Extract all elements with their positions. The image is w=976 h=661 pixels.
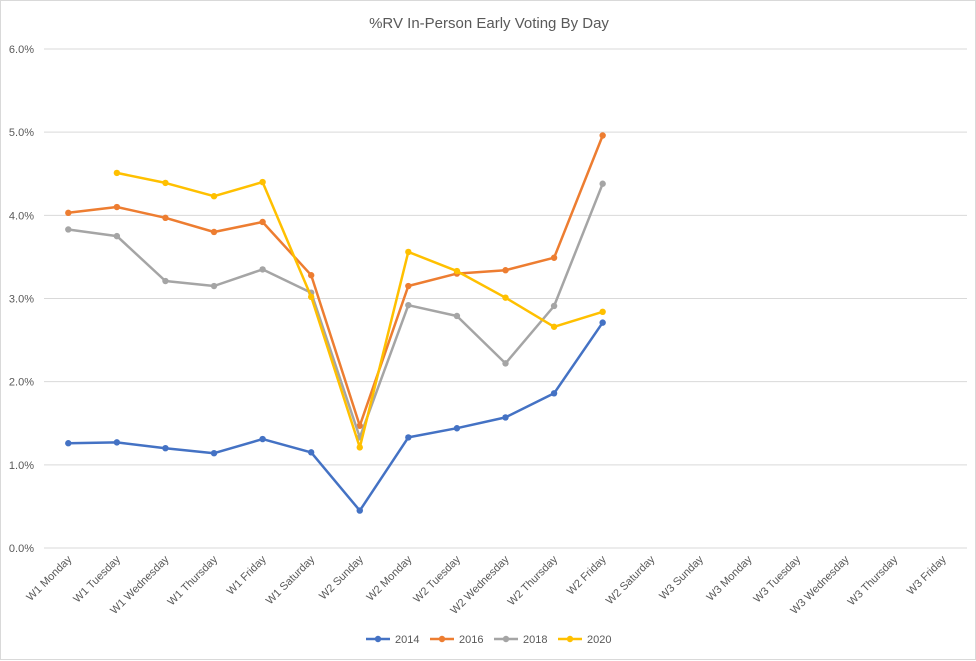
x-tick-label: W1 Thursday xyxy=(166,553,221,608)
series-2018 xyxy=(65,180,606,441)
y-tick-label: 0.0% xyxy=(9,543,34,555)
data-point xyxy=(356,444,363,451)
legend-marker xyxy=(374,635,382,643)
data-point xyxy=(65,226,72,233)
legend-label: 2016 xyxy=(459,634,483,646)
legend-item-2018: 2018 xyxy=(494,634,547,646)
series-line xyxy=(67,134,604,427)
data-point xyxy=(599,308,606,316)
data-point xyxy=(550,323,558,330)
x-tick-label: W2 Sunday xyxy=(317,553,366,602)
x-tick-label: W1 Saturday xyxy=(264,553,318,607)
data-point xyxy=(307,449,315,456)
y-tick-label: 2.0% xyxy=(9,377,34,389)
data-point xyxy=(259,218,266,226)
y-tick-label: 5.0% xyxy=(9,127,34,139)
x-tick-label: W3 Tuesday xyxy=(751,553,803,605)
data-point xyxy=(210,449,218,457)
data-point xyxy=(113,169,121,177)
x-tick-label: W2 Saturday xyxy=(604,553,658,607)
x-tick-label: W2 Monday xyxy=(364,553,414,603)
data-point xyxy=(113,232,121,240)
x-tick-label: W1 Tuesday xyxy=(71,553,123,605)
series-2020 xyxy=(113,169,606,451)
data-point xyxy=(162,445,169,452)
data-point xyxy=(599,319,606,326)
chart-title: %RV In-Person Early Voting By Day xyxy=(369,15,609,32)
legend: 2014 2016 2018 2020 xyxy=(366,634,611,646)
data-point xyxy=(502,267,509,274)
y-axis-tick-labels: 0.0% 1.0% 2.0% 3.0% 4.0% 5.0% 6.0% xyxy=(9,44,34,555)
gridlines xyxy=(44,48,967,549)
x-tick-label: W3 Thursday xyxy=(846,553,901,608)
series-line xyxy=(67,182,604,439)
data-point xyxy=(405,301,412,309)
data-point xyxy=(113,203,121,211)
data-point xyxy=(162,179,169,187)
data-point xyxy=(259,435,266,443)
data-point xyxy=(259,178,266,186)
data-point xyxy=(307,293,315,301)
x-tick-label: W3 Monday xyxy=(705,553,755,603)
legend-label: 2014 xyxy=(395,634,419,646)
series-line xyxy=(67,321,604,512)
data-point xyxy=(259,266,266,273)
data-point xyxy=(307,272,315,279)
data-point xyxy=(405,282,412,290)
data-point xyxy=(405,248,412,256)
x-tick-label: W3 Friday xyxy=(905,553,949,597)
data-point xyxy=(210,193,218,200)
data-point xyxy=(162,277,169,285)
data-point xyxy=(65,209,72,217)
legend-marker xyxy=(566,635,574,643)
data-point xyxy=(599,132,606,139)
data-point xyxy=(356,422,363,429)
series-2016 xyxy=(65,132,606,429)
data-point xyxy=(113,439,121,446)
data-point xyxy=(405,434,412,441)
legend-item-2016: 2016 xyxy=(430,634,483,646)
data-point xyxy=(65,440,72,447)
data-point xyxy=(210,228,218,236)
legend-label: 2020 xyxy=(587,634,611,646)
data-point xyxy=(502,414,509,421)
legend-marker xyxy=(502,635,510,643)
data-point xyxy=(453,312,461,320)
y-tick-label: 3.0% xyxy=(9,294,34,306)
series-2014 xyxy=(65,319,606,514)
x-tick-label: W1 Friday xyxy=(225,553,269,597)
data-point xyxy=(599,180,606,187)
data-point xyxy=(550,390,558,397)
legend-marker xyxy=(438,635,446,643)
data-point xyxy=(550,302,558,310)
x-tick-label: W3 Sunday xyxy=(657,553,706,602)
data-point xyxy=(550,254,558,261)
data-point xyxy=(356,507,363,514)
y-tick-label: 4.0% xyxy=(9,210,34,222)
y-tick-label: 1.0% xyxy=(9,460,34,472)
legend-item-2020: 2020 xyxy=(558,634,611,646)
legend-item-2014: 2014 xyxy=(366,634,419,646)
y-tick-label: 6.0% xyxy=(9,44,34,56)
data-point xyxy=(502,360,509,367)
data-point xyxy=(162,214,169,222)
data-point xyxy=(210,282,218,290)
series-lines xyxy=(65,132,606,514)
data-point xyxy=(502,294,509,301)
x-tick-label: W2 Thursday xyxy=(506,553,561,608)
data-point xyxy=(453,267,461,275)
x-tick-label: W2 Friday xyxy=(565,553,609,597)
legend-label: 2018 xyxy=(523,634,547,646)
x-tick-label: W2 Tuesday xyxy=(411,553,463,605)
x-tick-label: W1 Monday xyxy=(24,553,74,603)
data-point xyxy=(453,425,461,432)
